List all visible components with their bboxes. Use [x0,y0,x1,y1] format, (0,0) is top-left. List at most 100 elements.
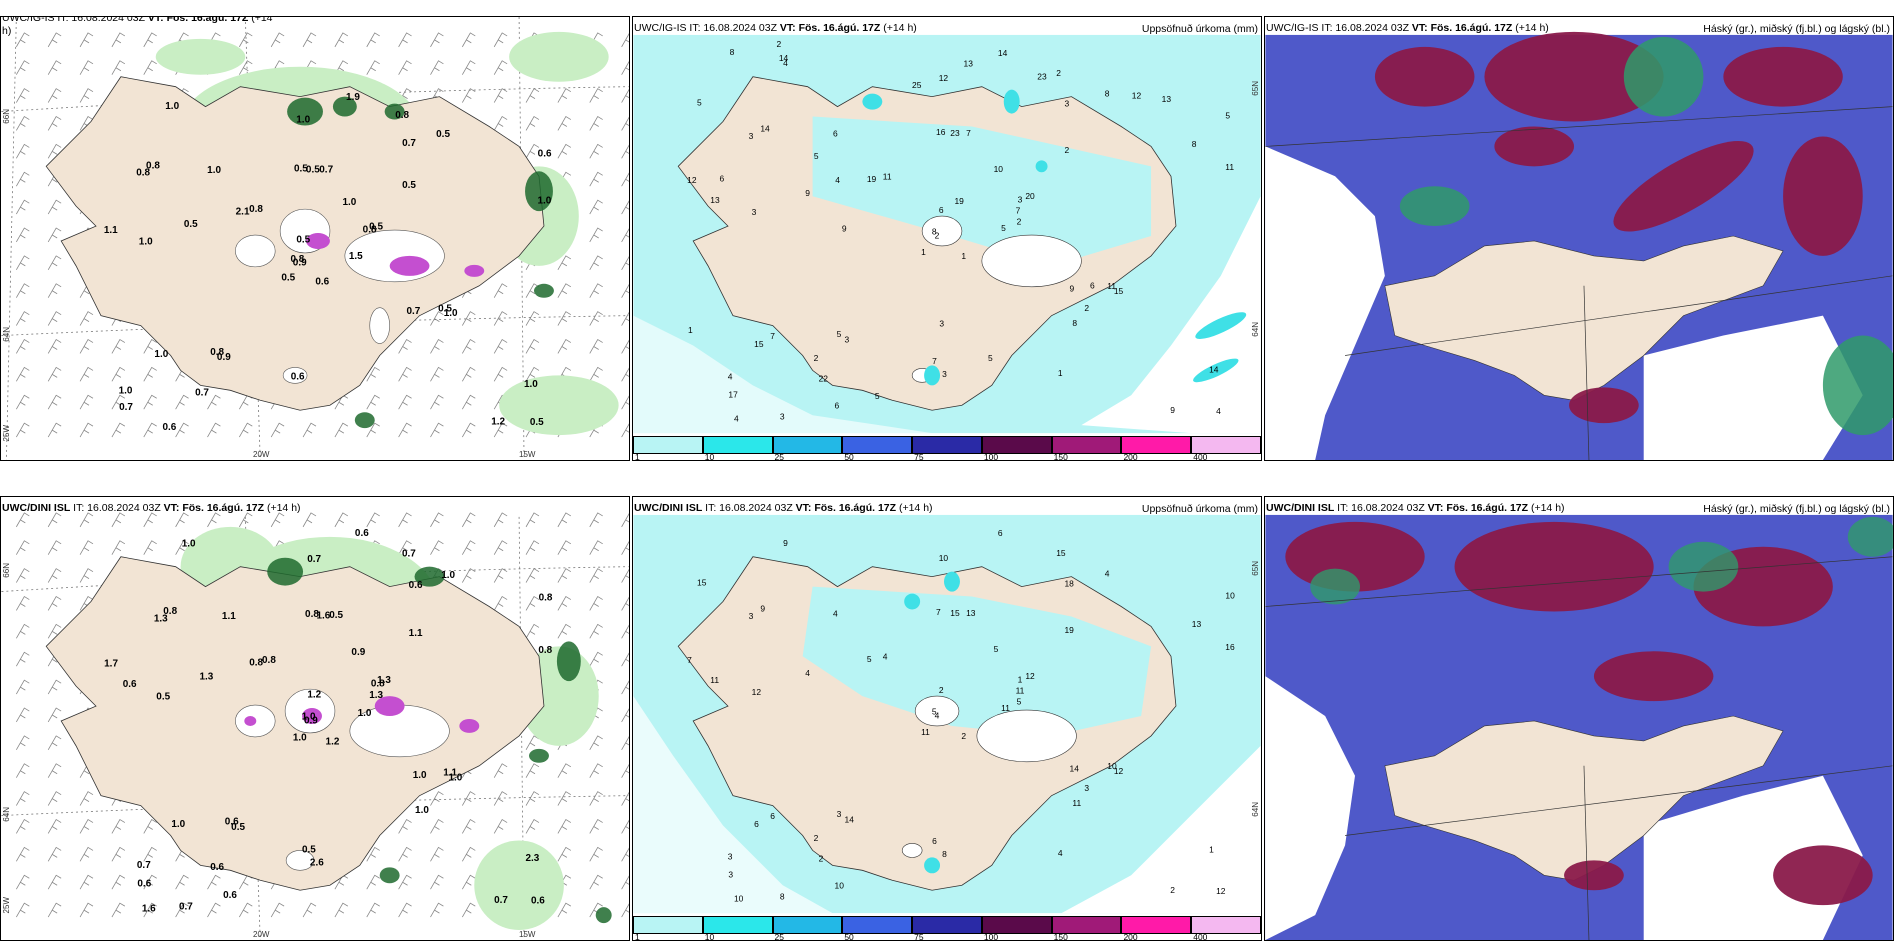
wind-barb [621,624,629,639]
wind-barb [525,791,540,806]
wind-barb [430,32,444,48]
value-label: 14 [1209,364,1219,374]
value-label: 15 [754,339,764,349]
wind-barb [79,568,94,583]
lat-label: 64N [1251,802,1260,817]
wind-barb [461,422,476,438]
value-label: 1 [1209,844,1214,854]
value-label: 10 [994,164,1004,174]
colorbar-swatch [1191,436,1261,454]
wind-barb [175,902,189,918]
wind-barb [589,846,603,862]
colorbar-tick: 25 [774,932,785,941]
wind-barb [334,32,349,48]
wind-barb [557,88,572,103]
wind-barb [461,311,476,326]
colorbar-tick: 150 [1053,452,1068,461]
wind-barb [47,540,62,555]
value-label: 0.5 [306,165,320,176]
wind-barb [47,763,62,778]
wind-barb [589,311,603,326]
wind-barb [461,338,476,354]
value-label: 11 [1001,703,1010,713]
value-label: 0.7 [402,138,416,149]
wind-barb [589,171,603,187]
wind-barb [47,88,62,103]
wind-barb [398,394,412,410]
value-label: 3 [837,809,842,819]
value-label: 1.2 [326,737,340,748]
value-label: 0.5 [302,844,316,855]
value-label: 4 [883,651,888,661]
wind-barb [398,32,412,48]
value-label: 0.8 [305,609,319,620]
wind-barb [525,818,540,834]
value-label: 11 [1072,798,1081,808]
value-label: 2 [814,353,819,363]
wind-barb [557,255,572,271]
wind-barb [143,512,157,528]
wind-barb [621,736,629,751]
value-label: 3 [749,131,754,141]
value-label: 2.3 [525,853,539,864]
value-label: 11 [883,171,892,181]
colorbar-swatch [702,436,773,454]
wind-barb [621,228,629,243]
wind-barb [366,60,380,75]
wind-barb [16,512,30,528]
field-label: Uppsöfnuð úrkoma (mm) [1141,23,1258,35]
value-label: 14 [779,53,789,63]
wind-barb [461,791,476,806]
value-label: 2 [819,853,824,863]
value-label: 14 [845,814,855,824]
wind-barb [175,422,189,438]
wind-barb [525,115,540,131]
value-label: 5 [1017,696,1022,706]
value-label: 13 [1162,94,1172,104]
wind-barb [621,819,629,834]
wind-barb [366,366,380,382]
value-label: 1.0 [441,570,455,581]
wind-barb [493,32,508,48]
value-label: 0.7 [319,164,333,175]
value-label: 7 [966,128,971,138]
value-label: 2 [961,731,966,741]
value-label: 1 [1018,674,1023,684]
value-label: 18 [1064,579,1074,589]
wind-barb [366,394,380,410]
wind-barb [398,874,412,890]
value-label: 1.0 [415,805,429,816]
wind-barb [461,874,476,890]
wind-barb [79,540,94,555]
panel-title: UWC/IG-IS IT: 16.08.2024 03Z VT: Fös. 16… [2,16,273,37]
colorbar-swatch [1051,436,1122,454]
colorbar-swatch [1121,436,1192,454]
value-label: 13 [964,59,974,69]
value-label: 1.7 [104,659,118,670]
wind-barb [621,256,629,271]
field-label: Uppsöfnuð úrkoma (mm) [1141,503,1258,515]
value-label: 1.1 [104,225,118,236]
wind-barb [47,707,62,723]
value-label: 6 [835,401,840,411]
value-label: 0.7 [307,554,321,565]
wind-barb [16,283,30,298]
value-label: 5 [875,391,880,401]
wind-barb [207,422,221,438]
wind-barb [461,512,476,528]
value-label: 10 [1225,590,1235,600]
wind-barb [79,902,94,918]
wind-barb [589,623,603,639]
colorbar-tick: 400 [1193,932,1208,941]
value-label: 0.7 [494,895,508,906]
value-label: 0.6 [315,276,329,287]
wind-barb [461,32,476,48]
value-label: 3 [728,869,733,879]
value-label: 1.0 [302,711,316,722]
value-label: 1.1 [443,767,457,778]
wind-barb [16,394,30,410]
colorbar-swatch [1051,916,1122,934]
value-label: 16 [936,127,946,137]
value-label: 19 [954,196,964,206]
colorbar-swatch [1121,916,1192,934]
